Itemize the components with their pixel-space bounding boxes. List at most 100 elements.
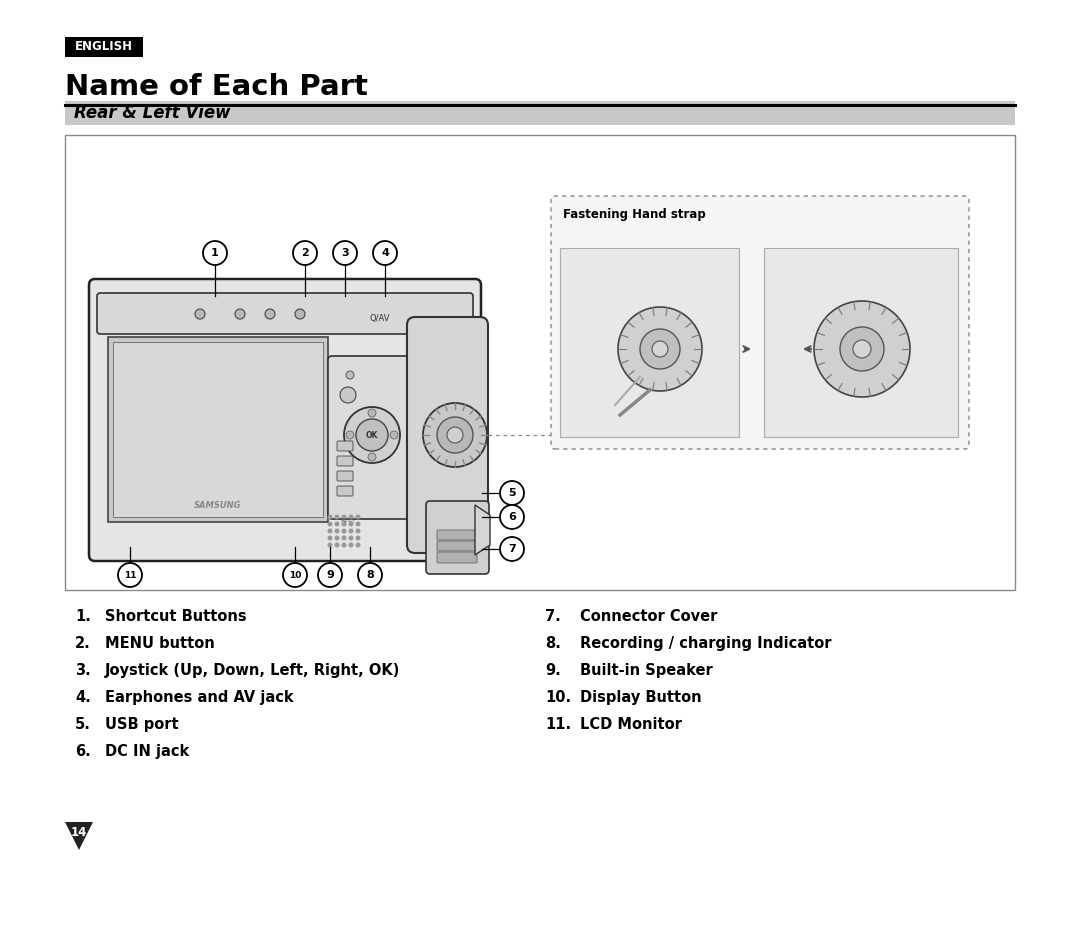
FancyBboxPatch shape xyxy=(551,196,969,449)
FancyBboxPatch shape xyxy=(437,530,477,540)
Text: MENU button: MENU button xyxy=(105,636,215,651)
Circle shape xyxy=(390,431,399,439)
Circle shape xyxy=(853,340,870,358)
Text: Earphones and AV jack: Earphones and AV jack xyxy=(105,690,294,705)
Circle shape xyxy=(327,514,333,520)
Circle shape xyxy=(349,514,353,520)
Circle shape xyxy=(437,417,473,453)
Text: 7: 7 xyxy=(508,544,516,554)
Circle shape xyxy=(341,528,347,534)
Circle shape xyxy=(341,542,347,548)
Circle shape xyxy=(355,528,361,534)
Circle shape xyxy=(195,309,205,319)
FancyBboxPatch shape xyxy=(561,248,739,437)
Circle shape xyxy=(373,241,397,265)
Circle shape xyxy=(118,563,141,587)
Circle shape xyxy=(652,341,669,357)
Text: SAMSUNG: SAMSUNG xyxy=(194,500,242,510)
Circle shape xyxy=(340,387,356,403)
Text: Fastening Hand strap: Fastening Hand strap xyxy=(563,208,705,221)
Text: 1: 1 xyxy=(211,248,219,258)
Text: 4.: 4. xyxy=(75,690,91,705)
Circle shape xyxy=(618,307,702,391)
Text: 6: 6 xyxy=(508,512,516,522)
Text: 3: 3 xyxy=(341,248,349,258)
Text: 8: 8 xyxy=(366,570,374,580)
Text: Q/AV: Q/AV xyxy=(369,314,390,323)
Circle shape xyxy=(341,522,347,526)
Circle shape xyxy=(355,542,361,548)
Circle shape xyxy=(500,505,524,529)
FancyBboxPatch shape xyxy=(337,471,353,481)
FancyBboxPatch shape xyxy=(328,356,416,519)
Circle shape xyxy=(500,481,524,505)
Circle shape xyxy=(293,241,318,265)
FancyBboxPatch shape xyxy=(65,37,143,57)
Text: 11.: 11. xyxy=(545,717,571,732)
Circle shape xyxy=(640,329,680,369)
Circle shape xyxy=(814,301,910,397)
Text: REC/: REC/ xyxy=(340,517,355,523)
Text: Connector Cover: Connector Cover xyxy=(580,609,717,624)
Circle shape xyxy=(357,563,382,587)
Text: 7.: 7. xyxy=(545,609,561,624)
Text: ENGLISH: ENGLISH xyxy=(75,41,133,54)
Text: OK: OK xyxy=(366,430,378,439)
Text: USB port: USB port xyxy=(105,717,178,732)
Text: Name of Each Part: Name of Each Part xyxy=(65,73,368,101)
Circle shape xyxy=(355,522,361,526)
Circle shape xyxy=(327,522,333,526)
Circle shape xyxy=(235,309,245,319)
Circle shape xyxy=(335,542,339,548)
Circle shape xyxy=(265,309,275,319)
Circle shape xyxy=(447,427,463,443)
Circle shape xyxy=(349,528,353,534)
Circle shape xyxy=(349,542,353,548)
Text: LCD Monitor: LCD Monitor xyxy=(580,717,681,732)
Text: 8.: 8. xyxy=(545,636,561,651)
FancyBboxPatch shape xyxy=(437,552,477,563)
Text: 9: 9 xyxy=(326,570,334,580)
FancyBboxPatch shape xyxy=(113,342,323,517)
FancyBboxPatch shape xyxy=(337,441,353,451)
Circle shape xyxy=(368,453,376,461)
Text: 5: 5 xyxy=(509,488,516,498)
FancyBboxPatch shape xyxy=(337,486,353,496)
Circle shape xyxy=(335,522,339,526)
Circle shape xyxy=(349,522,353,526)
Circle shape xyxy=(327,542,333,548)
Circle shape xyxy=(335,536,339,540)
FancyBboxPatch shape xyxy=(108,337,328,522)
Polygon shape xyxy=(475,505,490,555)
Circle shape xyxy=(203,241,227,265)
Circle shape xyxy=(423,403,487,467)
Circle shape xyxy=(345,407,400,463)
Text: 3.: 3. xyxy=(75,663,91,678)
Text: 1.: 1. xyxy=(75,609,91,624)
Circle shape xyxy=(840,327,885,371)
Text: 2: 2 xyxy=(301,248,309,258)
Circle shape xyxy=(341,536,347,540)
FancyBboxPatch shape xyxy=(437,541,477,551)
Circle shape xyxy=(368,409,376,417)
Text: 10.: 10. xyxy=(545,690,571,705)
FancyBboxPatch shape xyxy=(65,101,1015,125)
Circle shape xyxy=(327,536,333,540)
Text: 10: 10 xyxy=(288,571,301,579)
Text: Joystick (Up, Down, Left, Right, OK): Joystick (Up, Down, Left, Right, OK) xyxy=(105,663,401,678)
Polygon shape xyxy=(65,822,93,850)
FancyBboxPatch shape xyxy=(426,501,489,574)
Text: Recording / charging Indicator: Recording / charging Indicator xyxy=(580,636,832,651)
Text: DC IN jack: DC IN jack xyxy=(105,744,189,759)
Text: Rear & Left View: Rear & Left View xyxy=(75,104,230,122)
Text: Shortcut Buttons: Shortcut Buttons xyxy=(105,609,246,624)
Text: 2.: 2. xyxy=(75,636,91,651)
Text: 9.: 9. xyxy=(545,663,561,678)
Circle shape xyxy=(335,528,339,534)
Circle shape xyxy=(333,241,357,265)
Text: 11: 11 xyxy=(124,571,136,579)
Circle shape xyxy=(327,528,333,534)
Circle shape xyxy=(346,431,354,439)
Circle shape xyxy=(500,537,524,561)
FancyBboxPatch shape xyxy=(764,248,958,437)
